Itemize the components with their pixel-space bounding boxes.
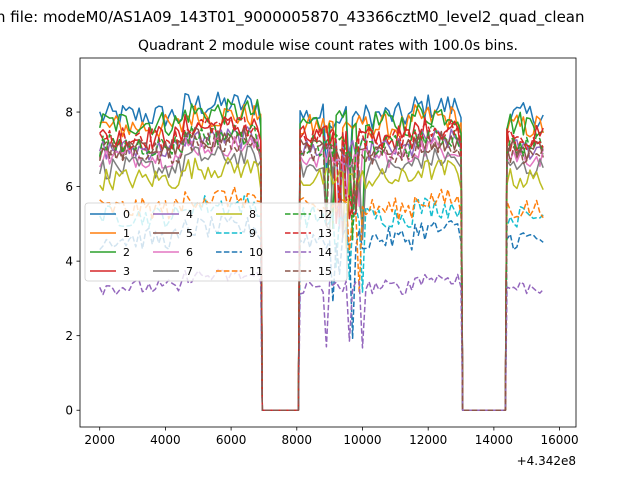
y-tick-label: 8 [65, 106, 73, 120]
y-tick-label: 2 [65, 329, 73, 343]
legend-label-14: 14 [318, 246, 332, 259]
legend-label-8: 8 [249, 208, 256, 221]
legend-label-13: 13 [318, 227, 332, 240]
x-tick-label: 12000 [409, 433, 447, 447]
x-tick-label: 10000 [343, 433, 381, 447]
x-tick-label: 14000 [475, 433, 513, 447]
legend-label-6: 6 [186, 246, 193, 259]
y-tick-label: 6 [65, 180, 73, 194]
x-tick-label: 4000 [150, 433, 181, 447]
legend-label-15: 15 [318, 265, 332, 278]
x-tick-label: 16000 [540, 433, 578, 447]
legend-label-3: 3 [123, 265, 130, 278]
legend-label-11: 11 [249, 265, 263, 278]
legend-label-4: 4 [186, 208, 193, 221]
series-line-2 [98, 98, 544, 411]
series-line-0 [98, 91, 544, 411]
legend-label-12: 12 [318, 208, 332, 221]
x-offset-label: +4.342e8 [517, 454, 576, 468]
series-line-8 [99, 156, 544, 411]
x-tick-label: 8000 [282, 433, 313, 447]
series-line-7 [98, 145, 544, 411]
figure-suptitle: n file: modeM0/AS1A09_143T01_9000005870_… [0, 8, 585, 27]
series-line-6 [99, 134, 544, 411]
chart-title: Quadrant 2 module wise count rates with … [138, 38, 518, 54]
legend-box [84, 202, 348, 282]
x-tick-label: 2000 [84, 433, 115, 447]
legend-label-5: 5 [186, 227, 193, 240]
series-line-14 [99, 268, 544, 411]
legend-label-2: 2 [123, 246, 130, 259]
legend-label-1: 1 [123, 227, 130, 240]
series-line-1 [99, 103, 544, 411]
axes: 2000 4000 6000 8000 10000 12000 14000 16000 0 2 4 6… [65, 57, 579, 468]
legend-label-10: 10 [249, 246, 263, 259]
y-tick-label: 4 [65, 255, 73, 269]
legend-label-0: 0 [123, 208, 130, 221]
series-line-15 [98, 130, 544, 411]
legend-label-9: 9 [249, 227, 256, 240]
plot-frame [79, 57, 577, 428]
legend-label-7: 7 [186, 265, 193, 278]
x-tick-label: 6000 [216, 433, 247, 447]
y-tick-label: 0 [65, 404, 73, 418]
